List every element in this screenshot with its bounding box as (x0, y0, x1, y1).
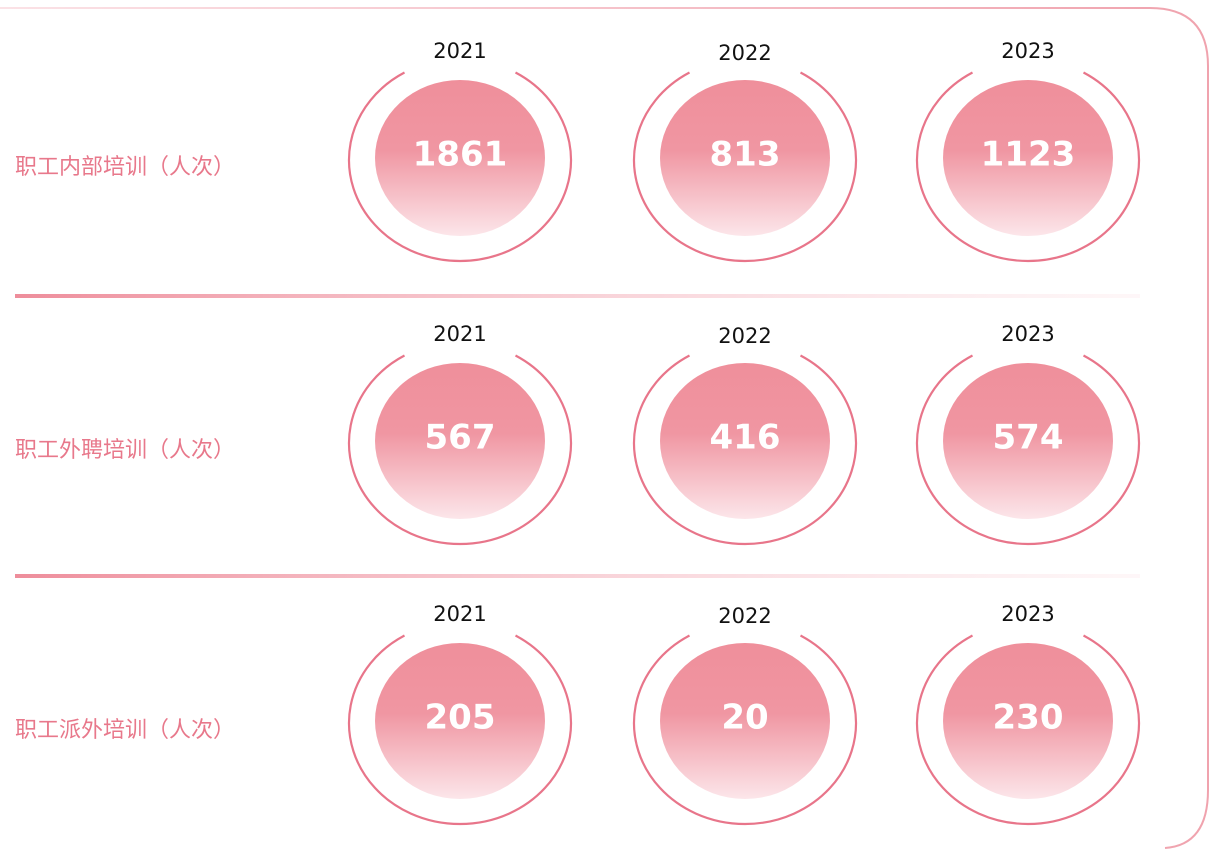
ring (347, 71, 573, 263)
ring (347, 354, 573, 546)
value-circle (660, 363, 830, 519)
value-circle (375, 643, 545, 799)
ring (632, 71, 858, 263)
value-label: 813 (710, 135, 781, 175)
year-label: 2021 (433, 322, 486, 346)
value-circle (943, 80, 1113, 236)
value-label: 574 (993, 418, 1064, 458)
panel-border (0, 7, 1209, 849)
year-label: 2022 (718, 324, 771, 348)
value-label: 1861 (413, 135, 508, 175)
ring (915, 634, 1141, 826)
value-circle (943, 363, 1113, 519)
year-label: 2021 (433, 602, 486, 626)
year-label: 2023 (1001, 322, 1054, 346)
value-label: 416 (710, 418, 781, 458)
row-label: 职工外聘培训（人次） (15, 438, 235, 463)
separator (15, 574, 1140, 578)
ring (347, 634, 573, 826)
year-label: 2023 (1001, 602, 1054, 626)
value-circle (660, 643, 830, 799)
row-label: 职工派外培训（人次） (15, 718, 235, 743)
ring (915, 71, 1141, 263)
value-circle (375, 80, 545, 236)
year-label: 2022 (718, 604, 771, 628)
value-label: 567 (425, 418, 496, 458)
value-label: 230 (993, 698, 1064, 738)
value-circle (660, 80, 830, 236)
row-label: 职工内部培训（人次） (15, 155, 235, 180)
value-circle (943, 643, 1113, 799)
value-label: 20 (721, 698, 768, 738)
ring (915, 354, 1141, 546)
value-label: 205 (425, 698, 496, 738)
ring (632, 634, 858, 826)
year-label: 2023 (1001, 39, 1054, 63)
ring (632, 354, 858, 546)
year-label: 2021 (433, 39, 486, 63)
year-label: 2022 (718, 41, 771, 65)
value-label: 1123 (981, 135, 1076, 175)
separator (15, 294, 1140, 298)
value-circle (375, 363, 545, 519)
